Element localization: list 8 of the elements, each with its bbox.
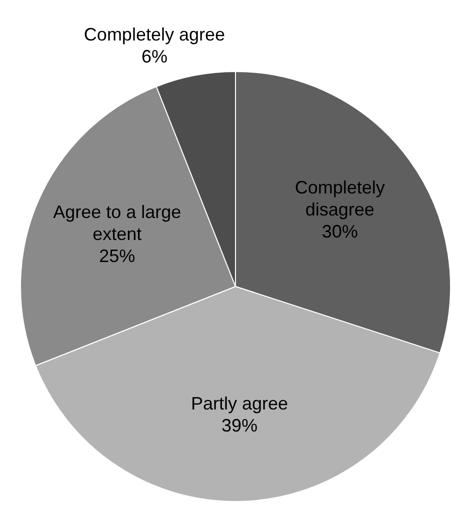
data-label: 6% <box>141 46 168 66</box>
slice-label: Completely agree <box>84 24 226 44</box>
slice-label: Completely disagree <box>294 178 385 220</box>
data-label: 25% <box>99 246 136 266</box>
data-label: 39% <box>222 415 258 436</box>
slice-label: Agree to a large extent <box>53 202 182 244</box>
slice-label: Partly agree <box>191 393 288 414</box>
data-label: 30% <box>322 222 358 242</box>
